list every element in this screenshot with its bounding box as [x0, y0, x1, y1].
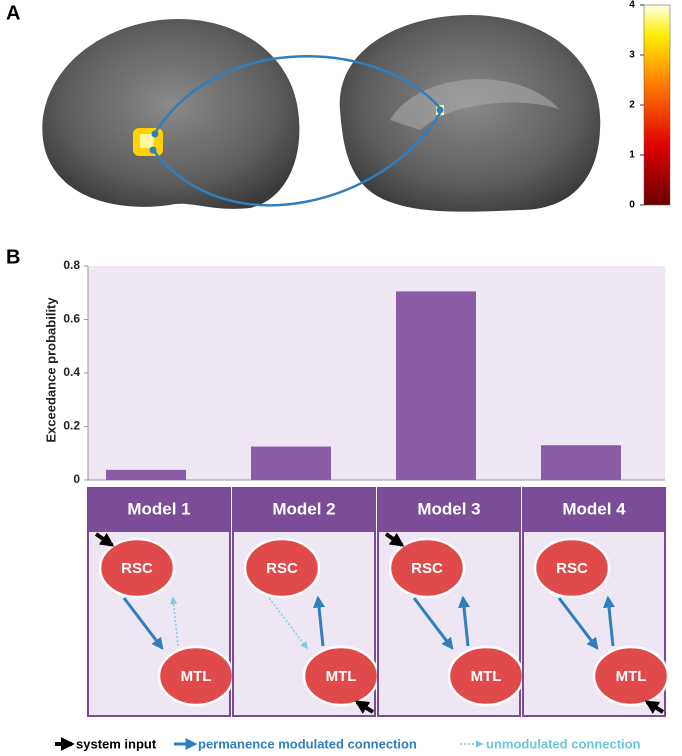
bar: [396, 291, 476, 480]
node-label: RSC: [266, 560, 298, 577]
modulated-connection: [122, 597, 164, 650]
legend-label: system input: [76, 736, 157, 751]
model-title: Model 3: [417, 499, 480, 518]
y-axis-label: Exceedance probability: [43, 297, 58, 443]
modulated-connection: [458, 595, 470, 647]
system-input: [354, 700, 375, 714]
node-label: RSC: [411, 560, 443, 577]
y-tick-label: 0.8: [63, 258, 80, 272]
legend-label: unmodulated connection: [486, 736, 641, 751]
legend-label: permanence modulated connection: [198, 736, 417, 751]
system-input: [94, 532, 115, 547]
node: [533, 537, 611, 599]
node-label: MTL: [471, 668, 502, 685]
colorbar-tick-label: 3: [629, 50, 635, 61]
bar: [251, 446, 331, 480]
system-input: [644, 700, 665, 714]
colorbar: [643, 4, 671, 206]
plot-area: [88, 266, 665, 480]
model-header: [378, 488, 520, 532]
modulated-connection: [412, 597, 454, 650]
unmodulated-connection: [268, 597, 308, 650]
y-tick-label: 0: [73, 472, 80, 486]
node: [592, 645, 670, 707]
node: [98, 537, 176, 599]
colorbar-tick-label: 2: [629, 100, 635, 111]
model-title: Model 2: [272, 499, 335, 518]
panel-label: A: [6, 2, 20, 24]
node-label: MTL: [326, 668, 357, 685]
panel-label: B: [6, 246, 20, 268]
y-tick-label: 0.6: [63, 312, 80, 326]
modulated-connection: [313, 595, 325, 647]
colorbar-tick-label: 1: [629, 150, 635, 161]
model-header: [233, 488, 375, 532]
bar: [106, 469, 186, 480]
node-label: RSC: [121, 560, 153, 577]
model-header: [523, 488, 665, 532]
model-title: Model 4: [562, 499, 626, 518]
node-label: MTL: [181, 668, 212, 685]
modulated-connection: [603, 595, 615, 647]
node-label: RSC: [556, 560, 588, 577]
model-header: [88, 488, 230, 532]
model-title: Model 1: [127, 499, 190, 518]
bar: [541, 445, 621, 480]
y-tick-label: 0.4: [63, 365, 80, 379]
node: [243, 537, 321, 599]
y-tick-label: 0.2: [63, 419, 80, 433]
system-input: [384, 532, 405, 547]
node-label: MTL: [616, 668, 647, 685]
modulated-connection: [557, 597, 599, 650]
colorbar-tick-label: 0: [629, 200, 635, 211]
colorbar-tick-label: 4: [629, 0, 635, 11]
unmodulated-connection: [169, 596, 179, 647]
brain-images: [42, 15, 601, 212]
node: [388, 537, 466, 599]
